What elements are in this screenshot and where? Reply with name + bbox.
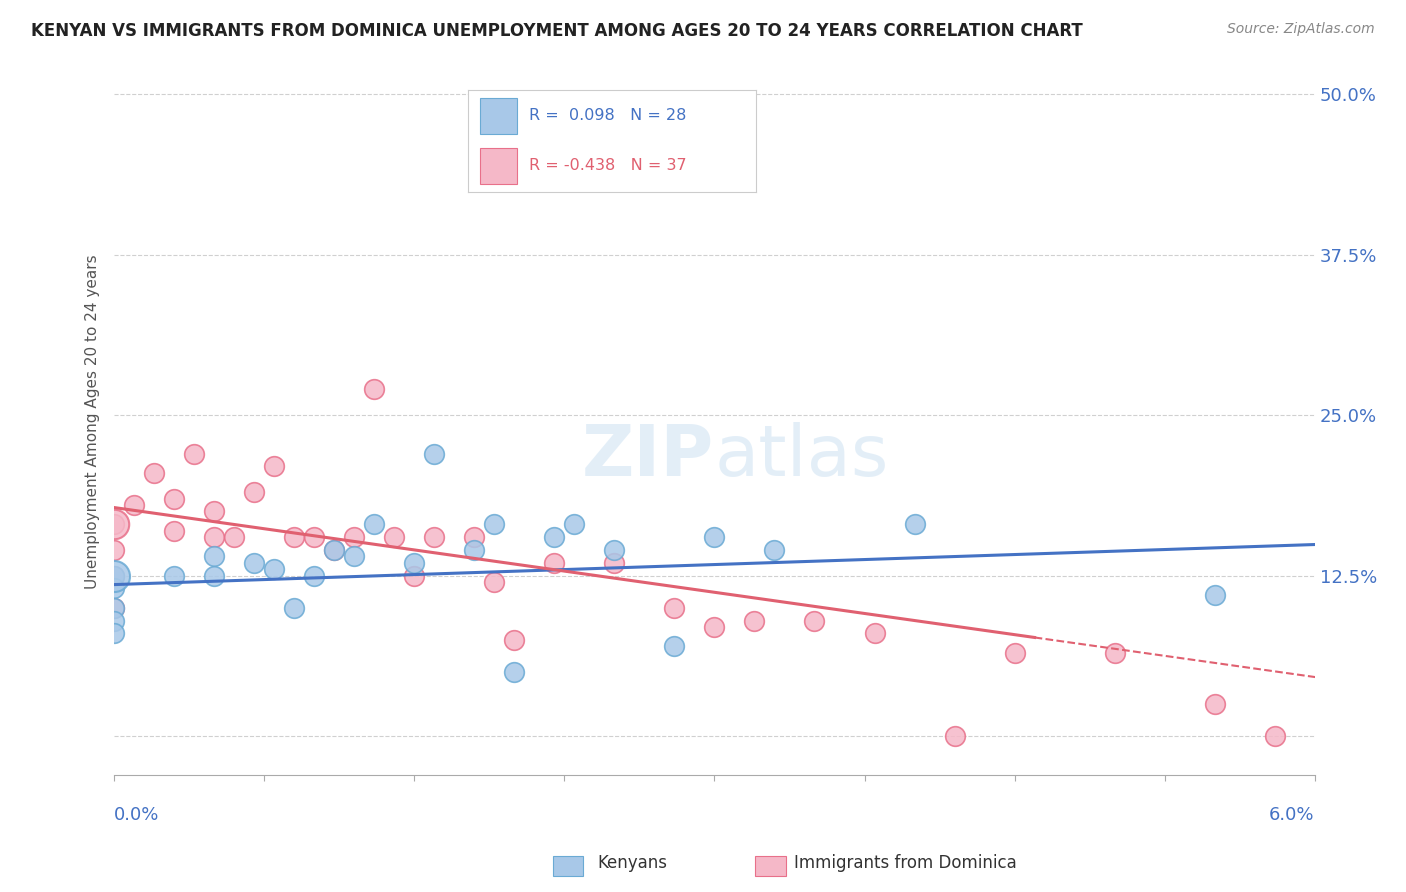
Text: KENYAN VS IMMIGRANTS FROM DOMINICA UNEMPLOYMENT AMONG AGES 20 TO 24 YEARS CORREL: KENYAN VS IMMIGRANTS FROM DOMINICA UNEMP… <box>31 22 1083 40</box>
Point <box>664 600 686 615</box>
Y-axis label: Unemployment Among Ages 20 to 24 years: Unemployment Among Ages 20 to 24 years <box>86 254 100 589</box>
Text: Immigrants from Dominica: Immigrants from Dominica <box>794 855 1017 872</box>
Point <box>763 543 786 558</box>
Point <box>103 568 125 582</box>
Point <box>803 614 825 628</box>
Text: atlas: atlas <box>714 422 889 491</box>
Point <box>744 614 766 628</box>
Point <box>323 543 346 558</box>
Point <box>943 729 966 743</box>
Point <box>103 568 125 582</box>
Point <box>423 447 446 461</box>
Point <box>463 530 485 544</box>
Point <box>103 568 125 582</box>
Point <box>103 626 125 640</box>
Point <box>382 530 405 544</box>
Point <box>283 530 305 544</box>
Point <box>363 517 385 532</box>
Text: 0.0%: 0.0% <box>114 806 159 824</box>
Point <box>363 383 385 397</box>
Text: Kenyans: Kenyans <box>598 855 668 872</box>
Point <box>484 517 506 532</box>
Point <box>103 517 125 532</box>
Point <box>404 556 426 570</box>
Point <box>304 530 326 544</box>
Point <box>103 614 125 628</box>
Point <box>1104 646 1126 660</box>
Point <box>1264 729 1286 743</box>
Point <box>503 665 526 679</box>
Point <box>543 530 565 544</box>
Point <box>183 447 205 461</box>
Point <box>463 543 485 558</box>
Point <box>484 574 506 589</box>
Point <box>243 485 266 500</box>
Point <box>163 568 186 582</box>
Point <box>103 600 125 615</box>
Point <box>304 568 326 582</box>
Point <box>103 517 125 532</box>
Point <box>564 517 586 532</box>
Point <box>1204 588 1226 602</box>
Point <box>163 491 186 506</box>
Point <box>343 530 366 544</box>
Point <box>243 556 266 570</box>
Point <box>283 600 305 615</box>
Point <box>603 543 626 558</box>
Point <box>603 556 626 570</box>
Point <box>503 632 526 647</box>
Point <box>163 524 186 538</box>
Point <box>202 530 225 544</box>
Point <box>423 530 446 544</box>
Point <box>703 530 725 544</box>
Point <box>863 626 886 640</box>
Point <box>103 543 125 558</box>
Point <box>323 543 346 558</box>
Point <box>202 504 225 518</box>
Text: 6.0%: 6.0% <box>1270 806 1315 824</box>
Point <box>404 568 426 582</box>
Point <box>703 620 725 634</box>
Point <box>202 549 225 564</box>
Point <box>103 600 125 615</box>
Point <box>1004 646 1026 660</box>
Point <box>543 556 565 570</box>
Point <box>143 466 166 480</box>
Point <box>343 549 366 564</box>
Point <box>263 459 285 474</box>
Point <box>224 530 246 544</box>
Point <box>903 517 925 532</box>
Point <box>202 568 225 582</box>
Point <box>103 582 125 596</box>
Text: ZIP: ZIP <box>582 422 714 491</box>
Point <box>664 639 686 653</box>
Text: Source: ZipAtlas.com: Source: ZipAtlas.com <box>1227 22 1375 37</box>
Point <box>1204 697 1226 711</box>
Point <box>122 498 145 512</box>
Point <box>263 562 285 576</box>
